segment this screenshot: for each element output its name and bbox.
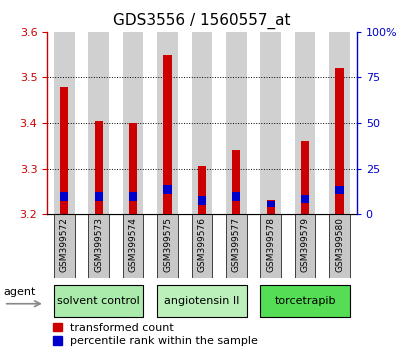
Bar (54, 285, 143, 317)
Bar (157, 285, 246, 317)
Bar (260, 214, 280, 278)
Text: GSM399572: GSM399572 (60, 217, 69, 272)
Bar (197, 166, 206, 214)
Bar (123, 32, 143, 214)
Bar (129, 123, 137, 214)
Bar (335, 68, 343, 214)
Text: GSM399573: GSM399573 (94, 217, 103, 272)
Bar (260, 285, 349, 317)
Bar (88, 214, 109, 278)
Bar (191, 214, 212, 278)
Text: agent: agent (4, 287, 36, 297)
Text: GSM399580: GSM399580 (334, 217, 343, 272)
Text: GSM399579: GSM399579 (300, 217, 309, 272)
Text: torcetrapib: torcetrapib (274, 296, 335, 306)
Bar (94, 121, 103, 214)
Text: angiotensin II: angiotensin II (164, 296, 239, 306)
Text: GSM399577: GSM399577 (231, 217, 240, 272)
Bar (191, 32, 212, 214)
Text: GSM399578: GSM399578 (265, 217, 274, 272)
Bar (231, 192, 240, 201)
Bar (225, 214, 246, 278)
Bar (163, 55, 171, 214)
Bar (294, 214, 315, 278)
Bar (60, 86, 68, 214)
Bar (157, 32, 178, 214)
Bar (197, 196, 206, 205)
Bar (88, 32, 109, 214)
Text: GSM399574: GSM399574 (128, 217, 137, 272)
Bar (123, 214, 143, 278)
Bar (94, 192, 103, 201)
Bar (294, 32, 315, 214)
Legend: transformed count, percentile rank within the sample: transformed count, percentile rank withi… (53, 323, 258, 346)
Bar (54, 32, 74, 214)
Bar (300, 195, 308, 203)
Bar (335, 186, 343, 194)
Bar (266, 200, 274, 214)
Text: solvent control: solvent control (57, 296, 140, 306)
Text: GSM399575: GSM399575 (163, 217, 172, 272)
Bar (163, 185, 171, 194)
Bar (328, 32, 349, 214)
Bar (328, 214, 349, 278)
Bar (129, 192, 137, 201)
Bar (300, 141, 308, 214)
Bar (60, 192, 68, 201)
Bar (266, 201, 274, 207)
Text: GSM399576: GSM399576 (197, 217, 206, 272)
Bar (260, 32, 280, 214)
Bar (231, 150, 240, 214)
Bar (225, 32, 246, 214)
Bar (54, 214, 74, 278)
Title: GDS3556 / 1560557_at: GDS3556 / 1560557_at (113, 13, 290, 29)
Bar (157, 214, 178, 278)
